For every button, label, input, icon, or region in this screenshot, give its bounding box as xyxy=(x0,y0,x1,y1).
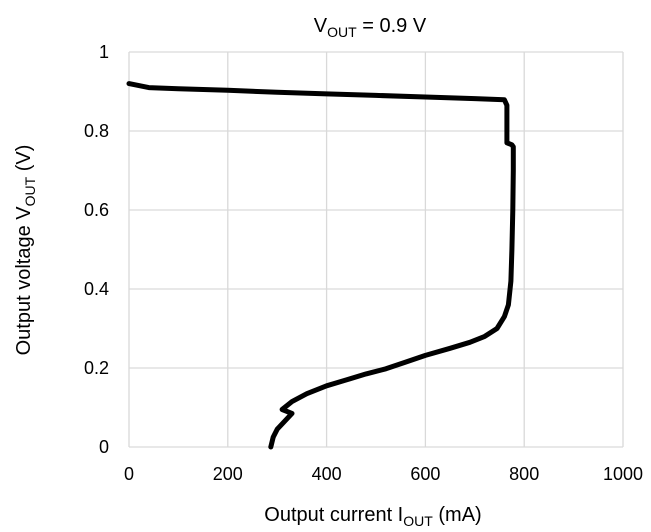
x-axis-title-rest: (mA) xyxy=(433,504,482,526)
y-axis-title-sub: OUT xyxy=(22,176,38,206)
chart-title-main: V xyxy=(314,15,328,37)
x-tick-label: 200 xyxy=(213,464,243,484)
x-tick-label: 0 xyxy=(124,464,134,484)
y-tick-label: 0.6 xyxy=(84,200,109,220)
x-axis-title-sub: OUT xyxy=(403,513,433,529)
x-tick-label: 1000 xyxy=(603,464,643,484)
y-axis-title: Output voltage VOUT (V) xyxy=(13,145,38,356)
x-axis-title-main: Output current I xyxy=(264,504,403,526)
gridlines xyxy=(128,51,624,448)
x-axis-title: Output current IOUT (mA) xyxy=(264,504,481,529)
y-tick-label: 0 xyxy=(99,437,109,457)
x-tick-label: 800 xyxy=(509,464,539,484)
tick-labels: 0 200 400 600 800 1000 0 0.2 0.4 0.6 0.8 1 xyxy=(84,42,643,484)
y-tick-label: 0.8 xyxy=(84,121,109,141)
y-tick-label: 1 xyxy=(99,42,109,62)
y-tick-label: 0.2 xyxy=(84,358,109,378)
y-tick-label: 0.4 xyxy=(84,279,109,299)
chart-title-sub: OUT xyxy=(327,24,357,40)
x-tick-label: 400 xyxy=(312,464,342,484)
chart-title: VOUT = 0.9 V xyxy=(314,15,427,40)
series-line xyxy=(126,81,516,450)
series-layer xyxy=(126,81,516,450)
y-axis-title-main: Output voltage V xyxy=(13,206,35,356)
chart-title-rest: = 0.9 V xyxy=(357,15,427,37)
x-tick-label: 600 xyxy=(410,464,440,484)
y-axis-title-rest: (V) xyxy=(13,145,35,177)
